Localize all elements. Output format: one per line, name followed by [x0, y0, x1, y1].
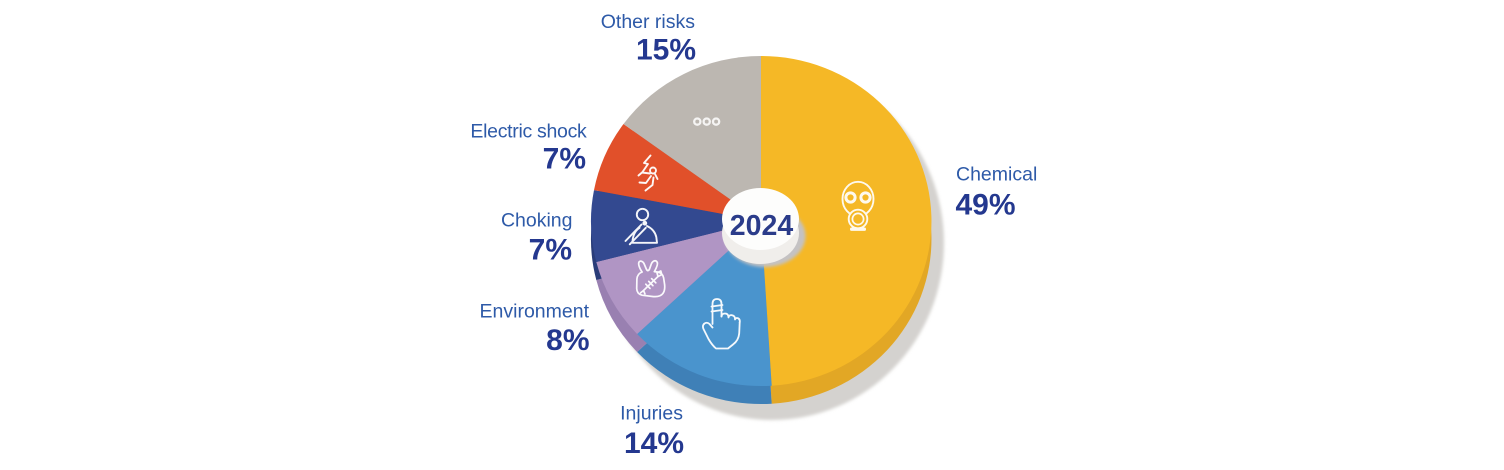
svg-text:Other risks: Other risks — [601, 11, 696, 33]
svg-text:2024: 2024 — [730, 210, 794, 242]
svg-text:7%: 7% — [543, 143, 586, 176]
svg-text:Injuries: Injuries — [620, 403, 683, 425]
svg-text:Chemical: Chemical — [956, 164, 1037, 186]
svg-text:15%: 15% — [636, 34, 696, 67]
svg-text:Environment: Environment — [480, 301, 590, 323]
svg-text:7%: 7% — [529, 234, 572, 267]
svg-text:14%: 14% — [624, 427, 684, 460]
svg-text:8%: 8% — [546, 324, 589, 357]
svg-text:Electric shock: Electric shock — [470, 121, 587, 143]
svg-text:49%: 49% — [956, 189, 1016, 222]
svg-text:Choking: Choking — [501, 210, 573, 232]
